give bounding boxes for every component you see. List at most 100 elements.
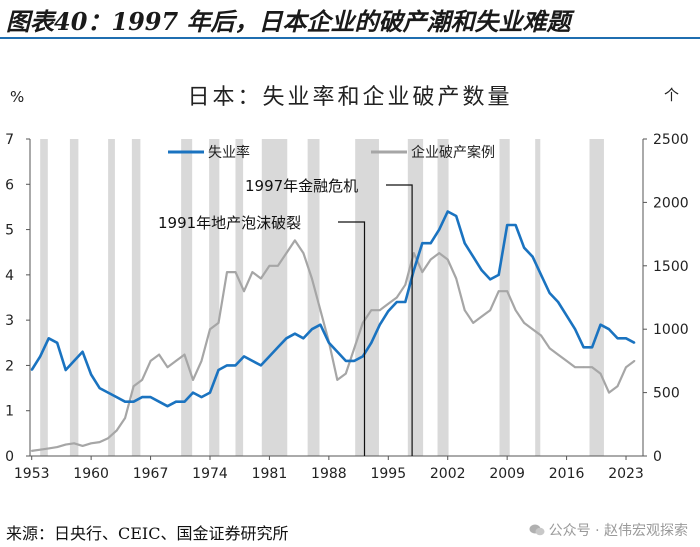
unemployment-point — [548, 292, 551, 294]
recession-band — [209, 139, 220, 456]
bankruptcy-point — [183, 353, 186, 356]
chart-title: 日本：失业率和企业破产数量 — [187, 85, 513, 110]
watermark-text: 公众号 · 赵伟宏观探索 — [548, 523, 688, 539]
bankruptcy-point — [616, 385, 619, 388]
unemployment-point — [582, 346, 585, 349]
bankruptcy-point — [489, 309, 492, 312]
unemployment-point — [200, 396, 203, 398]
bankruptcy-point — [166, 366, 169, 369]
unemployment-point — [565, 314, 568, 317]
right-tick-label: 1500 — [653, 259, 689, 275]
unemployment-point — [183, 400, 186, 403]
bankruptcy-point — [115, 429, 118, 432]
unemployment-point — [268, 355, 271, 358]
unemployment-point — [39, 355, 42, 358]
right-tick-label: 500 — [653, 386, 680, 402]
x-tick-label: 1953 — [14, 466, 50, 482]
bankruptcy-point — [455, 277, 458, 280]
left-axis-unit: % — [10, 88, 25, 106]
bankruptcy-point — [582, 366, 585, 369]
bankruptcy-point — [217, 322, 220, 324]
x-tick-label: 2002 — [430, 466, 466, 482]
recession-band — [535, 139, 541, 456]
unemployment-point — [531, 255, 534, 258]
left-tick-label: 0 — [5, 449, 14, 465]
bankruptcy-point — [226, 271, 228, 273]
unemployment-point — [412, 269, 415, 272]
unemployment-point — [506, 224, 509, 226]
bankruptcy-point — [175, 360, 177, 362]
right-tick-label: 0 — [653, 449, 662, 465]
unemployment-point — [378, 323, 381, 326]
right-axis-unit: 个 — [664, 86, 680, 104]
right-tick-label: 1000 — [653, 322, 689, 338]
bankruptcy-point — [548, 347, 551, 350]
unemployment-point — [149, 396, 152, 398]
unemployment-point — [328, 341, 330, 344]
recession-band — [69, 139, 79, 456]
right-tick-label: 2500 — [653, 132, 689, 148]
bankruptcy-point — [514, 309, 517, 312]
bankruptcy-point — [506, 290, 509, 293]
bankruptcy-line — [31, 239, 636, 452]
left-tick-label: 4 — [5, 268, 14, 284]
unemployment-point — [404, 301, 407, 303]
x-tick-label: 1974 — [192, 466, 228, 482]
bankruptcy-point — [209, 328, 211, 331]
left-tick-label: 1 — [5, 404, 14, 420]
unemployment-point — [209, 391, 211, 394]
annotation-text: 1991年地产泡沫破裂 — [158, 214, 301, 232]
bankruptcy-point — [56, 446, 59, 448]
bankruptcy-point — [251, 271, 254, 273]
unemployment-point — [294, 332, 296, 335]
unemployment-point — [81, 350, 84, 353]
unemployment-point — [599, 323, 602, 326]
recession-band — [261, 139, 288, 456]
annotations: 1997年金融危机 1991年地产泡沫破裂 — [158, 177, 413, 456]
unemployment-point — [514, 224, 517, 226]
bankruptcy-point — [421, 271, 424, 273]
chart-canvas: 0 1 2 3 4 5 6 7 0 500 1000 1500 2000 2500 1953 1960 1967… — [5, 132, 689, 482]
bankruptcy-point — [73, 442, 75, 445]
unemployment-point — [540, 274, 542, 276]
bankruptcy-point — [540, 334, 542, 337]
report-header: 图表40：1997 年后，日本企业的破产潮和失业难题 — [0, 0, 700, 38]
bankruptcy-point — [412, 252, 415, 255]
unemployment-point — [446, 210, 449, 213]
recession-band — [181, 139, 193, 456]
left-tick-label: 6 — [5, 177, 14, 193]
unemployment-point — [353, 360, 356, 362]
unemployment-point — [132, 400, 135, 403]
right-tick-label: 2000 — [653, 195, 689, 211]
wechat-icon — [529, 524, 545, 536]
annotation-leader — [338, 221, 366, 456]
bankruptcy-point — [557, 353, 559, 356]
recession-band — [407, 139, 424, 456]
unemployment-point — [455, 215, 458, 217]
x-tick-label: 1967 — [133, 466, 169, 482]
unemployment-point — [557, 301, 559, 303]
bankruptcy-point — [353, 347, 356, 350]
bankruptcy-point — [404, 283, 407, 286]
bankruptcy-point — [599, 372, 602, 375]
unemployment-point — [438, 228, 441, 231]
recession-band — [108, 139, 115, 456]
bankruptcy-point — [472, 322, 475, 324]
bankruptcy-point — [141, 379, 144, 381]
source-note: 来源：日央行、CEIC、国金证券研究所 — [6, 524, 289, 543]
bankruptcy-point — [344, 372, 347, 375]
annotation-leader — [386, 184, 413, 456]
recession-band — [437, 139, 449, 456]
unemployment-point — [336, 350, 339, 353]
legend: 失业率 企业破产案例 — [168, 144, 495, 161]
recession-band — [499, 139, 510, 456]
bankruptcy-point — [336, 379, 339, 381]
recession-band — [307, 139, 320, 456]
x-tick-label: 1988 — [311, 466, 347, 482]
bankruptcy-point — [565, 360, 568, 362]
unemployment-point — [226, 364, 228, 367]
bankruptcy-point — [149, 360, 152, 362]
recession-band — [235, 139, 244, 456]
x-tick-label: 1960 — [73, 466, 109, 482]
unemployment-point — [574, 328, 576, 331]
